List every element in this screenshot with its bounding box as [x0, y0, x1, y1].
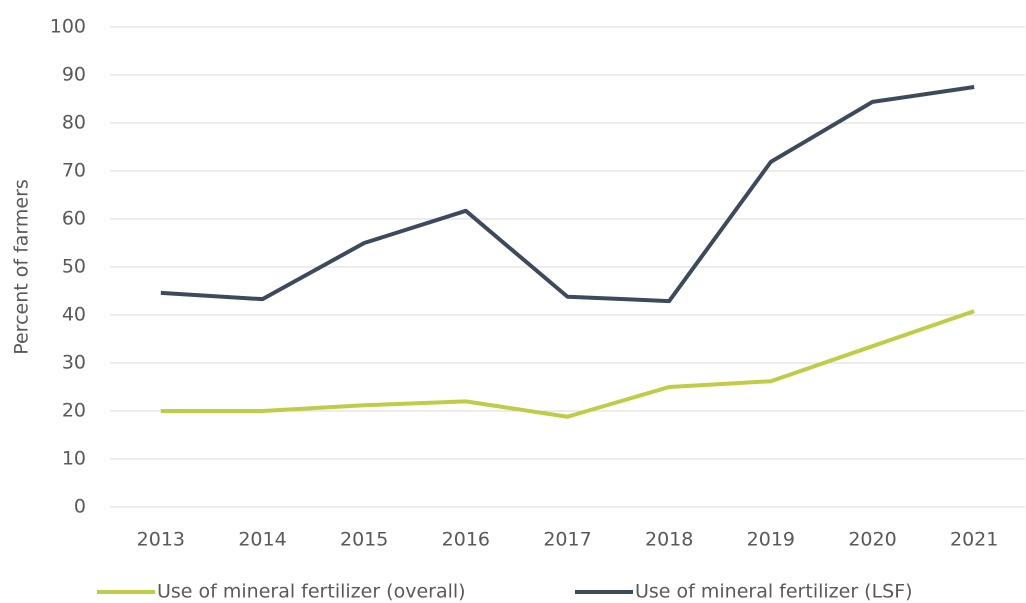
- x-tick-label: 2019: [747, 529, 795, 551]
- y-tick-label: 50: [62, 256, 86, 278]
- x-tick-label: 2013: [137, 529, 185, 551]
- x-tick-label: 2016: [442, 529, 490, 551]
- data-line: [160, 309, 975, 419]
- legend-label: Use of mineral fertilizer (overall): [157, 581, 466, 603]
- data-line: [160, 85, 975, 304]
- x-tick-label: 2017: [543, 529, 591, 551]
- x-tick-label: 2014: [238, 529, 286, 551]
- y-tick-label: 100: [50, 16, 86, 38]
- x-tick-label: 2021: [950, 529, 998, 551]
- x-tick-label: 2015: [340, 529, 388, 551]
- y-tick-label: 90: [62, 64, 86, 86]
- y-tick-label: 40: [62, 304, 86, 326]
- y-tick-label: 80: [62, 112, 86, 134]
- legend-label: Use of mineral fertilizer (LSF): [635, 581, 913, 603]
- y-tick-label: 10: [62, 448, 86, 470]
- y-axis-label: Percent of farmers: [11, 179, 33, 355]
- x-tick-label: 2020: [848, 529, 896, 551]
- y-tick-label: 20: [62, 400, 86, 422]
- y-tick-label: 60: [62, 208, 86, 230]
- x-tick-label: 2018: [645, 529, 693, 551]
- y-tick-label: 70: [62, 160, 86, 182]
- y-tick-label: 30: [62, 352, 86, 374]
- y-tick-label: 0: [74, 496, 86, 518]
